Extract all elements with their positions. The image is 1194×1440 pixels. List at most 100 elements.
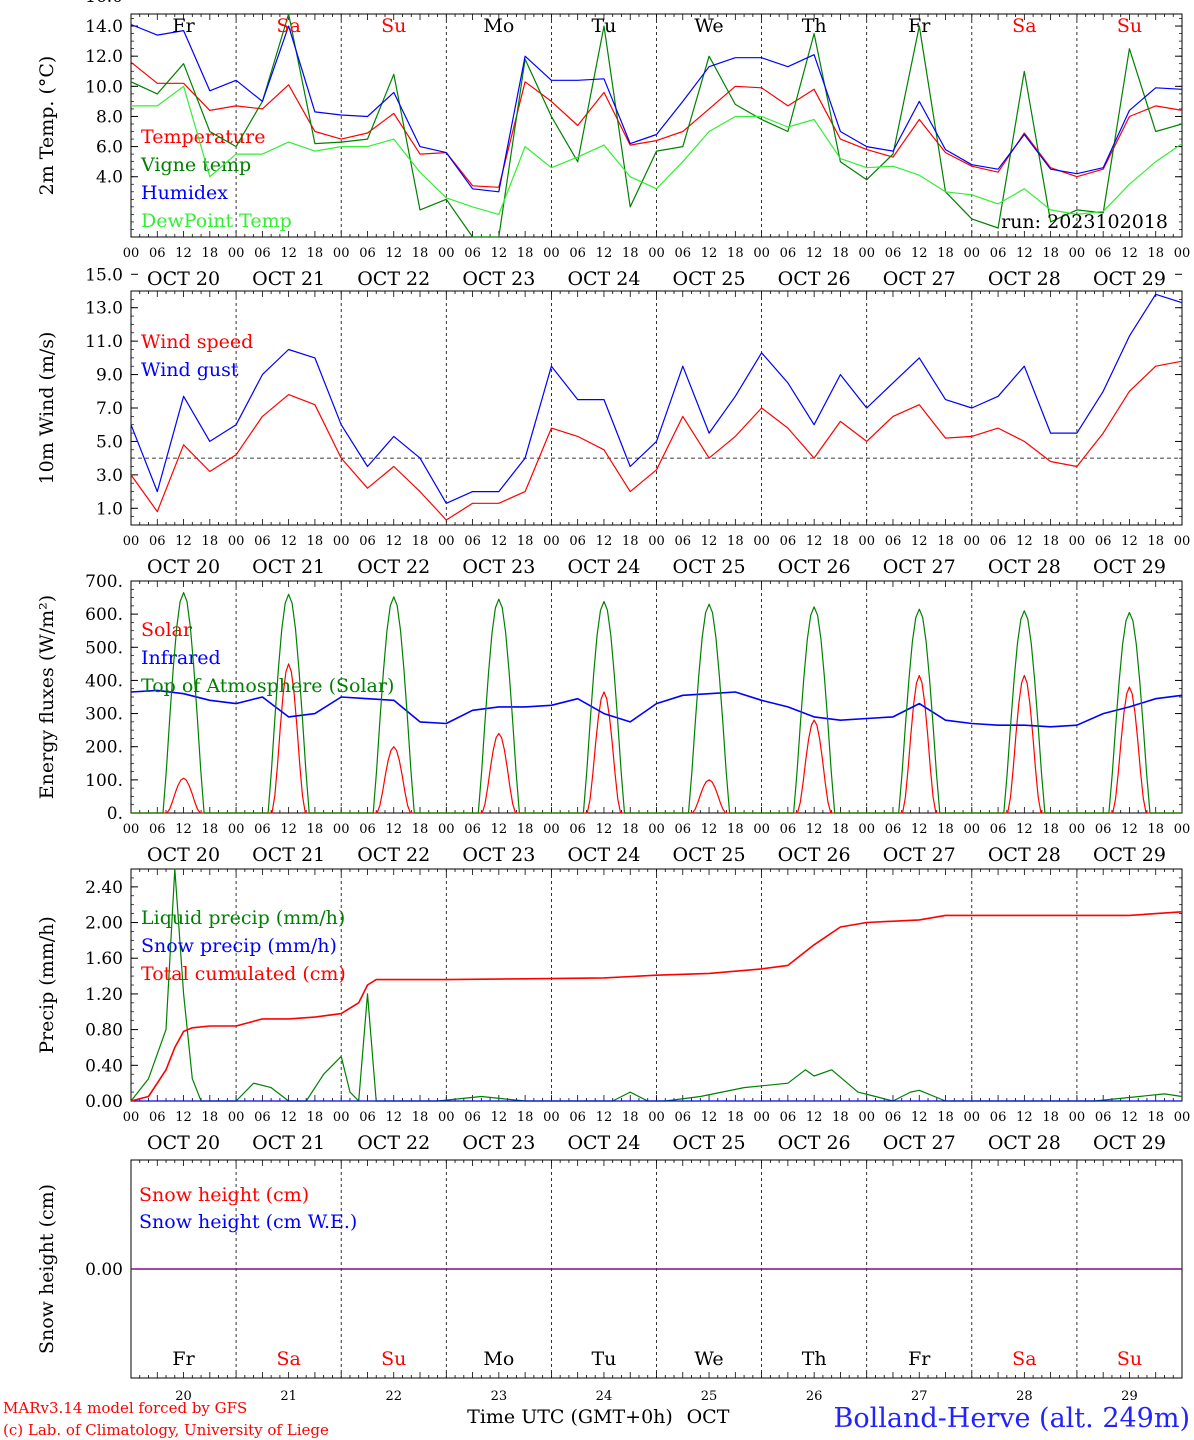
energy-hour-label: 00 xyxy=(123,822,140,837)
precip-legend-entry: Snow precip (mm/h) xyxy=(141,935,337,957)
wind-hour-label: 06 xyxy=(569,534,586,549)
day-number-label: 25 xyxy=(701,1389,718,1404)
run-label: run: 2023102018 xyxy=(1001,211,1168,233)
day-number-label: 22 xyxy=(385,1389,402,1404)
energy-hour-label: 00 xyxy=(543,822,560,837)
day-of-week-label-top: Su xyxy=(1117,15,1142,37)
precip-legend-entry: Liquid precip (mm/h) xyxy=(141,907,345,929)
temp-hour-label: 18 xyxy=(412,246,429,261)
energy-y-tick-label: 700. xyxy=(85,572,123,592)
snow-y-tick-label: 0.00 xyxy=(85,1260,123,1280)
wind-y-tick-label: 1.0 xyxy=(96,499,123,519)
temp-hour-label: 18 xyxy=(727,246,744,261)
day-number-label: 26 xyxy=(806,1389,823,1404)
snow-y-axis-title: Snow height (cm) xyxy=(36,1184,58,1354)
energy-hour-label: 00 xyxy=(333,822,350,837)
temp-hour-label: 12 xyxy=(806,246,823,261)
energy-legend-entry: Solar xyxy=(141,619,193,641)
day-of-week-label-bottom: Sa xyxy=(276,1348,300,1370)
temp-y-axis-title: 2m Temp. (°C) xyxy=(36,56,58,196)
temp-series-temperature xyxy=(130,61,1183,188)
precip-hour-label: 00 xyxy=(753,1110,770,1125)
energy-hour-label: 12 xyxy=(280,822,297,837)
wind-hour-label: 06 xyxy=(254,534,271,549)
precip-hour-label: 18 xyxy=(1147,1110,1164,1125)
temp-hour-label: 12 xyxy=(596,246,613,261)
temp-hour-label: 06 xyxy=(464,246,481,261)
energy-hour-label: 18 xyxy=(937,822,954,837)
wind-hour-label: 18 xyxy=(202,534,219,549)
wind-y-tick-label: 11.0 xyxy=(85,332,123,352)
day-of-week-label-top: Sa xyxy=(276,15,300,37)
wind-y-tick-label: 15.0 xyxy=(85,265,123,285)
temp-series-vigne-temp xyxy=(130,13,1183,238)
precip-y-tick-label: 0.00 xyxy=(85,1092,123,1112)
temp-hour-label: 06 xyxy=(569,246,586,261)
energy-hour-label: 06 xyxy=(149,822,166,837)
temp-date-label: OCT 29 xyxy=(1093,268,1166,290)
precip-hour-label: 06 xyxy=(675,1110,692,1125)
precip-series-liquid-precip-mm-h xyxy=(130,868,1183,1102)
energy-hour-label: 12 xyxy=(911,822,928,837)
energy-date-label: OCT 26 xyxy=(778,844,851,866)
wind-hour-label: 00 xyxy=(228,534,245,549)
wind-hour-label: 00 xyxy=(753,534,770,549)
temp-y-tick-label: 12.0 xyxy=(85,47,123,67)
precip-hour-label: 06 xyxy=(569,1110,586,1125)
wind-hour-label: 18 xyxy=(307,534,324,549)
energy-date-label: OCT 28 xyxy=(988,844,1061,866)
precip-y-tick-label: 0.40 xyxy=(85,1056,123,1076)
wind-hour-label: 00 xyxy=(333,534,350,549)
precip-legend-entry: Total cumulated (cm) xyxy=(141,963,346,985)
precip-hour-label: 18 xyxy=(622,1110,639,1125)
wind-hour-label: 12 xyxy=(596,534,613,549)
temp-hour-label: 18 xyxy=(1147,246,1164,261)
energy-date-label: OCT 27 xyxy=(883,844,956,866)
temp-date-label: OCT 23 xyxy=(462,268,535,290)
temp-hour-label: 12 xyxy=(385,246,402,261)
temp-date-label: OCT 24 xyxy=(567,268,640,290)
day-of-week-label-bottom: We xyxy=(694,1348,723,1370)
energy-hour-label: 12 xyxy=(1016,822,1033,837)
wind-date-label: OCT 29 xyxy=(1093,556,1166,578)
temp-y-tick-label: 10.0 xyxy=(85,77,123,97)
wind-date-label: OCT 20 xyxy=(147,556,220,578)
energy-y-tick-label: 100. xyxy=(85,771,123,791)
precip-hour-label: 12 xyxy=(385,1110,402,1125)
day-of-week-label-top: Sa xyxy=(1012,15,1036,37)
energy-y-tick-label: 600. xyxy=(85,605,123,625)
day-of-week-label-bottom: Fr xyxy=(908,1348,931,1370)
precip-date-label: OCT 28 xyxy=(988,1132,1061,1154)
precip-hour-label: 06 xyxy=(254,1110,271,1125)
wind-hour-label: 12 xyxy=(280,534,297,549)
wind-date-label: OCT 22 xyxy=(357,556,430,578)
energy-hour-label: 18 xyxy=(202,822,219,837)
precip-series-total-cumulated-cm xyxy=(130,911,1183,1102)
precip-hour-label: 00 xyxy=(648,1110,665,1125)
station-label: Bolland-Herve (alt. 249m) xyxy=(834,1403,1190,1434)
wind-hour-label: 00 xyxy=(648,534,665,549)
wind-hour-label: 18 xyxy=(622,534,639,549)
lab-credit: (c) Lab. of Climatology, University of L… xyxy=(3,1421,329,1439)
energy-legend-entry: Infrared xyxy=(141,647,221,669)
precip-hour-label: 12 xyxy=(911,1110,928,1125)
wind-hour-label: 00 xyxy=(543,534,560,549)
temp-hour-label: 06 xyxy=(885,246,902,261)
energy-hour-label: 00 xyxy=(438,822,455,837)
energy-hour-label: 18 xyxy=(1147,822,1164,837)
wind-hour-label: 06 xyxy=(885,534,902,549)
precip-hour-label: 00 xyxy=(858,1110,875,1125)
precip-date-label: OCT 20 xyxy=(147,1132,220,1154)
precip-y-tick-label: 1.20 xyxy=(85,985,123,1005)
wind-date-label: OCT 23 xyxy=(462,556,535,578)
precip-hour-label: 06 xyxy=(1095,1110,1112,1125)
precip-hour-label: 00 xyxy=(964,1110,981,1125)
energy-hour-label: 06 xyxy=(464,822,481,837)
precip-hour-label: 00 xyxy=(123,1110,140,1125)
day-of-week-label-top: Mo xyxy=(483,15,514,37)
energy-hour-label: 06 xyxy=(780,822,797,837)
energy-date-label: OCT 29 xyxy=(1093,844,1166,866)
temp-hour-label: 06 xyxy=(1095,246,1112,261)
wind-hour-label: 12 xyxy=(491,534,508,549)
month-label: OCT xyxy=(687,1406,730,1428)
